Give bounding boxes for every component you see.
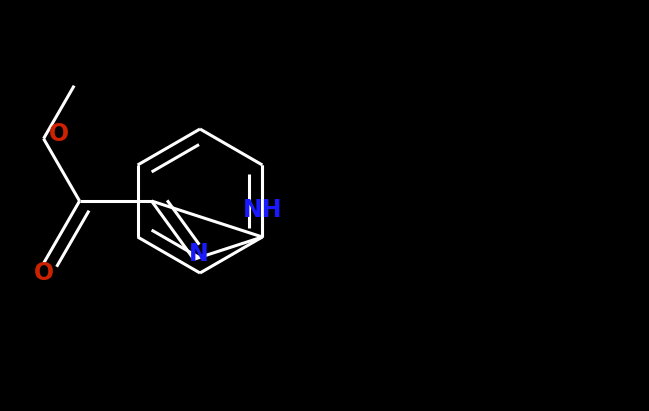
Text: O: O [49,122,69,145]
Text: N: N [189,242,209,266]
Text: O: O [34,261,54,285]
Text: NH: NH [243,198,282,222]
